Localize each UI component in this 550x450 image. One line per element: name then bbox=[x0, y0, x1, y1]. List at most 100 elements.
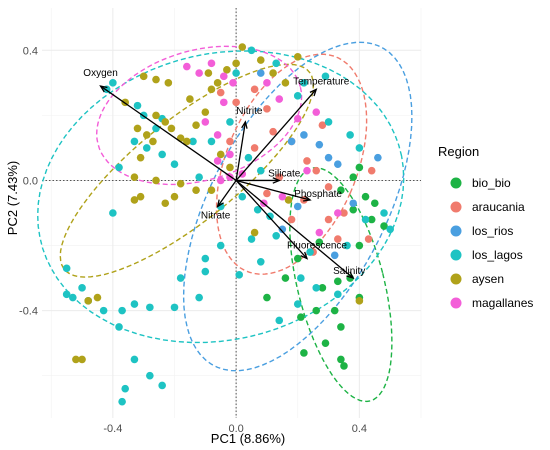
legend-title: Region bbox=[438, 144, 479, 159]
point-los_lagos bbox=[118, 306, 126, 315]
point-bio_bio bbox=[370, 199, 379, 208]
arrow-temperature bbox=[235, 88, 317, 181]
point-aysen bbox=[93, 293, 102, 302]
point-aysen bbox=[223, 66, 231, 74]
arrow-nitrate bbox=[217, 180, 237, 207]
point-magallanes bbox=[334, 209, 342, 217]
point-los_lagos bbox=[121, 384, 129, 393]
point-magallanes bbox=[207, 59, 216, 68]
point-los_lagos bbox=[158, 150, 166, 159]
legend-key-aysen bbox=[450, 273, 462, 285]
point-los_lagos bbox=[115, 323, 123, 331]
point-los_lagos bbox=[109, 79, 117, 87]
point-aysen bbox=[293, 53, 302, 61]
point-los_lagos bbox=[158, 381, 166, 390]
point-los_lagos bbox=[238, 192, 247, 201]
arrow-nitrite bbox=[235, 121, 247, 181]
point-bio_bio bbox=[337, 323, 345, 331]
variable-label-temperature: Temperature bbox=[293, 76, 350, 87]
y-tick-label: 0.0 bbox=[23, 175, 38, 187]
point-bio_bio bbox=[281, 274, 290, 282]
y-tick-label: -0.4 bbox=[19, 306, 38, 318]
point-aysen bbox=[170, 192, 179, 201]
variable-labels: Oxygen Temperature Nitrite Silicate Phosphat… bbox=[83, 68, 365, 277]
point-araucania bbox=[263, 105, 271, 113]
point-los_lagos bbox=[62, 290, 71, 299]
point-los_rios bbox=[278, 225, 287, 234]
point-los_lagos bbox=[216, 241, 225, 250]
point-magallanes bbox=[219, 72, 228, 81]
point-aysen bbox=[207, 186, 216, 195]
point-araucania bbox=[269, 127, 277, 136]
point-los_lagos bbox=[272, 59, 280, 68]
point-los_lagos bbox=[146, 303, 154, 312]
point-araucania bbox=[303, 157, 311, 165]
point-aysen bbox=[256, 56, 265, 64]
point-magallanes bbox=[293, 114, 302, 123]
point-los_lagos bbox=[146, 371, 154, 380]
point-los_lagos bbox=[115, 163, 123, 172]
point-magallanes bbox=[201, 118, 210, 126]
point-los_lagos bbox=[253, 205, 262, 214]
variable-label-nitrate: Nitrate bbox=[201, 210, 231, 221]
legend-label-magallanes: magallanes bbox=[472, 296, 533, 310]
point-aysen bbox=[284, 196, 293, 204]
point-aysen bbox=[149, 137, 157, 146]
point-araucania bbox=[216, 88, 225, 97]
point-aysen bbox=[192, 186, 200, 195]
point-bio_bio bbox=[330, 306, 339, 315]
variable-label-fluorescence: Fluorescence bbox=[287, 241, 347, 252]
loading-arrows bbox=[99, 85, 355, 280]
point-araucania bbox=[250, 85, 259, 94]
point-bio_bio bbox=[334, 277, 342, 286]
point-los_rios bbox=[300, 131, 308, 139]
point-los_lagos bbox=[256, 166, 265, 175]
point-los_rios bbox=[374, 153, 382, 162]
point-aysen bbox=[186, 95, 194, 103]
arrowhead-nitrite bbox=[241, 120, 248, 129]
legend-key-los_lagos bbox=[450, 249, 462, 261]
point-aysen bbox=[161, 199, 170, 208]
point-los_lagos bbox=[109, 209, 117, 217]
point-los_lagos bbox=[343, 241, 351, 250]
point-los_lagos bbox=[170, 303, 179, 312]
point-los_lagos bbox=[130, 300, 139, 308]
point-bio_bio bbox=[349, 173, 358, 182]
point-los_lagos bbox=[324, 118, 333, 126]
point-aysen bbox=[142, 131, 151, 139]
point-aysen bbox=[136, 153, 145, 162]
point-magallanes bbox=[216, 176, 225, 185]
point-araucania bbox=[334, 235, 342, 243]
point-magallanes bbox=[303, 166, 311, 175]
point-bio_bio bbox=[315, 238, 324, 247]
point-araucania bbox=[364, 235, 373, 243]
point-magallanes bbox=[195, 69, 203, 77]
point-los_lagos bbox=[321, 72, 330, 81]
points bbox=[62, 43, 394, 406]
point-los_lagos bbox=[130, 137, 139, 146]
point-magallanes bbox=[312, 108, 321, 116]
point-magallanes bbox=[183, 62, 191, 71]
point-aysen bbox=[139, 72, 148, 81]
ellipse-bio_bio bbox=[289, 166, 393, 403]
point-araucania bbox=[367, 166, 376, 175]
point-araucania bbox=[287, 215, 296, 224]
point-los_lagos bbox=[380, 209, 388, 217]
ellipse-los_rios bbox=[182, 41, 413, 372]
point-aysen bbox=[201, 108, 210, 116]
point-los_lagos bbox=[118, 397, 126, 406]
point-magallanes bbox=[315, 228, 324, 237]
point-los_lagos bbox=[293, 92, 302, 100]
point-bio_bio bbox=[300, 349, 308, 357]
point-araucania bbox=[263, 189, 271, 198]
point-los_lagos bbox=[78, 284, 86, 292]
point-los_lagos bbox=[62, 264, 71, 273]
point-magallanes bbox=[213, 157, 222, 165]
x-axis-title: PC1 (8.86%) bbox=[211, 431, 285, 446]
arrow-salinity bbox=[235, 179, 354, 279]
point-aysen bbox=[130, 196, 139, 204]
point-aysen bbox=[152, 176, 160, 185]
point-bio_bio bbox=[349, 205, 358, 214]
point-bio_bio bbox=[293, 254, 302, 263]
point-los_lagos bbox=[306, 248, 314, 256]
